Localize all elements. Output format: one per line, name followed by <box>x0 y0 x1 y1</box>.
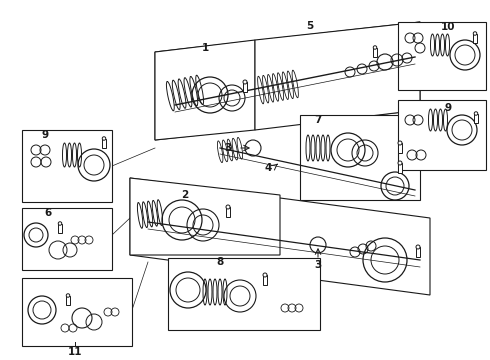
Bar <box>22 130 112 202</box>
Bar <box>168 258 320 330</box>
Text: 7: 7 <box>314 115 322 125</box>
Text: 10: 10 <box>441 22 455 32</box>
Text: 8: 8 <box>217 257 223 267</box>
Text: 4: 4 <box>264 163 271 173</box>
Bar <box>58 224 62 233</box>
Bar <box>398 100 486 170</box>
Text: 3: 3 <box>315 260 321 270</box>
Text: 6: 6 <box>45 208 51 218</box>
Bar <box>66 296 70 305</box>
Bar <box>474 113 478 122</box>
Text: 5: 5 <box>306 21 314 31</box>
Bar <box>398 163 402 173</box>
Circle shape <box>226 205 230 209</box>
Bar <box>300 115 420 200</box>
Circle shape <box>416 245 420 249</box>
Circle shape <box>473 32 477 35</box>
Text: 11: 11 <box>68 347 82 357</box>
Bar <box>22 208 112 270</box>
Circle shape <box>398 141 402 145</box>
Text: 3: 3 <box>224 143 232 153</box>
Circle shape <box>474 112 478 115</box>
Bar <box>226 207 230 217</box>
Circle shape <box>263 273 267 277</box>
Bar <box>398 22 486 90</box>
Text: 9: 9 <box>42 130 49 140</box>
Circle shape <box>373 46 377 49</box>
Bar <box>398 143 402 153</box>
Bar <box>102 139 106 148</box>
Circle shape <box>398 161 402 165</box>
Bar <box>373 48 377 57</box>
Bar <box>473 33 477 42</box>
Polygon shape <box>130 178 430 295</box>
Polygon shape <box>130 178 280 255</box>
Bar <box>416 247 420 257</box>
Polygon shape <box>155 22 420 140</box>
Bar <box>263 275 267 285</box>
Text: 1: 1 <box>201 43 209 53</box>
Circle shape <box>66 294 70 297</box>
Polygon shape <box>155 40 255 140</box>
Text: 2: 2 <box>181 190 189 200</box>
Polygon shape <box>255 22 420 130</box>
Bar <box>243 82 247 92</box>
Text: 9: 9 <box>444 103 452 113</box>
Circle shape <box>243 80 247 84</box>
Bar <box>22 278 132 346</box>
Circle shape <box>102 137 106 140</box>
Circle shape <box>58 222 62 225</box>
